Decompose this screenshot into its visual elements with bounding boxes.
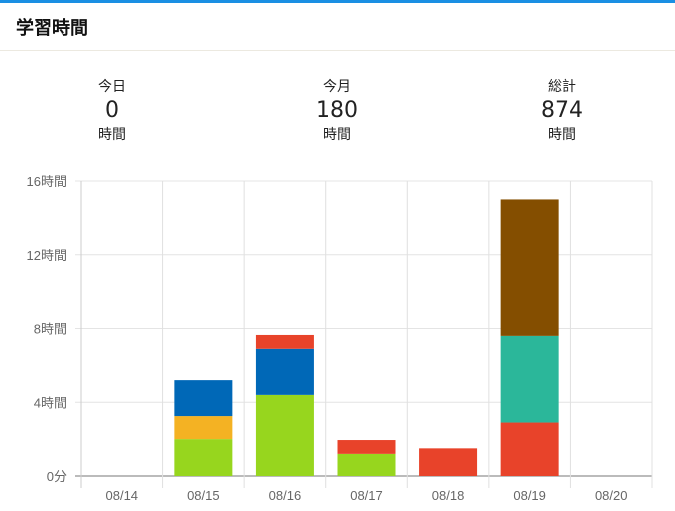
y-tick-label: 12時間 xyxy=(27,248,67,263)
x-tick-label: 08/15 xyxy=(187,488,220,503)
bar-segment xyxy=(255,348,314,395)
bar-segment xyxy=(419,448,478,476)
y-tick-label: 4時間 xyxy=(34,395,67,410)
bar-segment xyxy=(174,416,233,440)
card-title: 学習時間 xyxy=(16,17,88,39)
x-tick-label: 08/17 xyxy=(350,488,383,503)
stat-value: 874 xyxy=(541,98,583,123)
bar-segment xyxy=(337,453,396,476)
x-tick-label: 08/16 xyxy=(269,488,302,503)
stat-label: 今日 xyxy=(98,79,126,95)
stat-unit: 時間 xyxy=(548,127,576,143)
y-tick-label: 0分 xyxy=(47,469,67,484)
stat-today: 今日 0 時間 xyxy=(32,77,192,145)
x-tick-label: 08/20 xyxy=(595,488,628,503)
bar-segment xyxy=(500,199,559,336)
x-tick-label: 08/14 xyxy=(106,488,139,503)
stat-label: 総計 xyxy=(548,79,576,95)
bar-segment xyxy=(500,335,559,423)
bar-segment xyxy=(337,440,396,454)
stat-value: 180 xyxy=(316,98,358,123)
bar-segment xyxy=(255,334,314,349)
stat-label: 今月 xyxy=(323,79,351,95)
bar-segment xyxy=(174,439,233,476)
y-tick-label: 8時間 xyxy=(34,322,67,337)
y-tick-label: 16時間 xyxy=(27,174,67,189)
bar-segment xyxy=(500,422,559,476)
card-header: 学習時間 xyxy=(0,3,675,51)
stat-total: 総計 874 時間 xyxy=(482,77,642,145)
stat-unit: 時間 xyxy=(323,127,351,143)
stat-value: 0 xyxy=(105,98,119,123)
bar-segment xyxy=(255,394,314,476)
x-tick-label: 08/19 xyxy=(513,488,546,503)
x-tick-label: 08/18 xyxy=(432,488,465,503)
stacked-bar-chart: 0分 4時間 8時間 12時間 16時間 08/14 08/15 08/16 08/17 08/1… xyxy=(27,174,653,503)
stat-month: 今月 180 時間 xyxy=(257,77,417,145)
stat-unit: 時間 xyxy=(98,127,126,143)
bar-segment xyxy=(174,380,233,417)
